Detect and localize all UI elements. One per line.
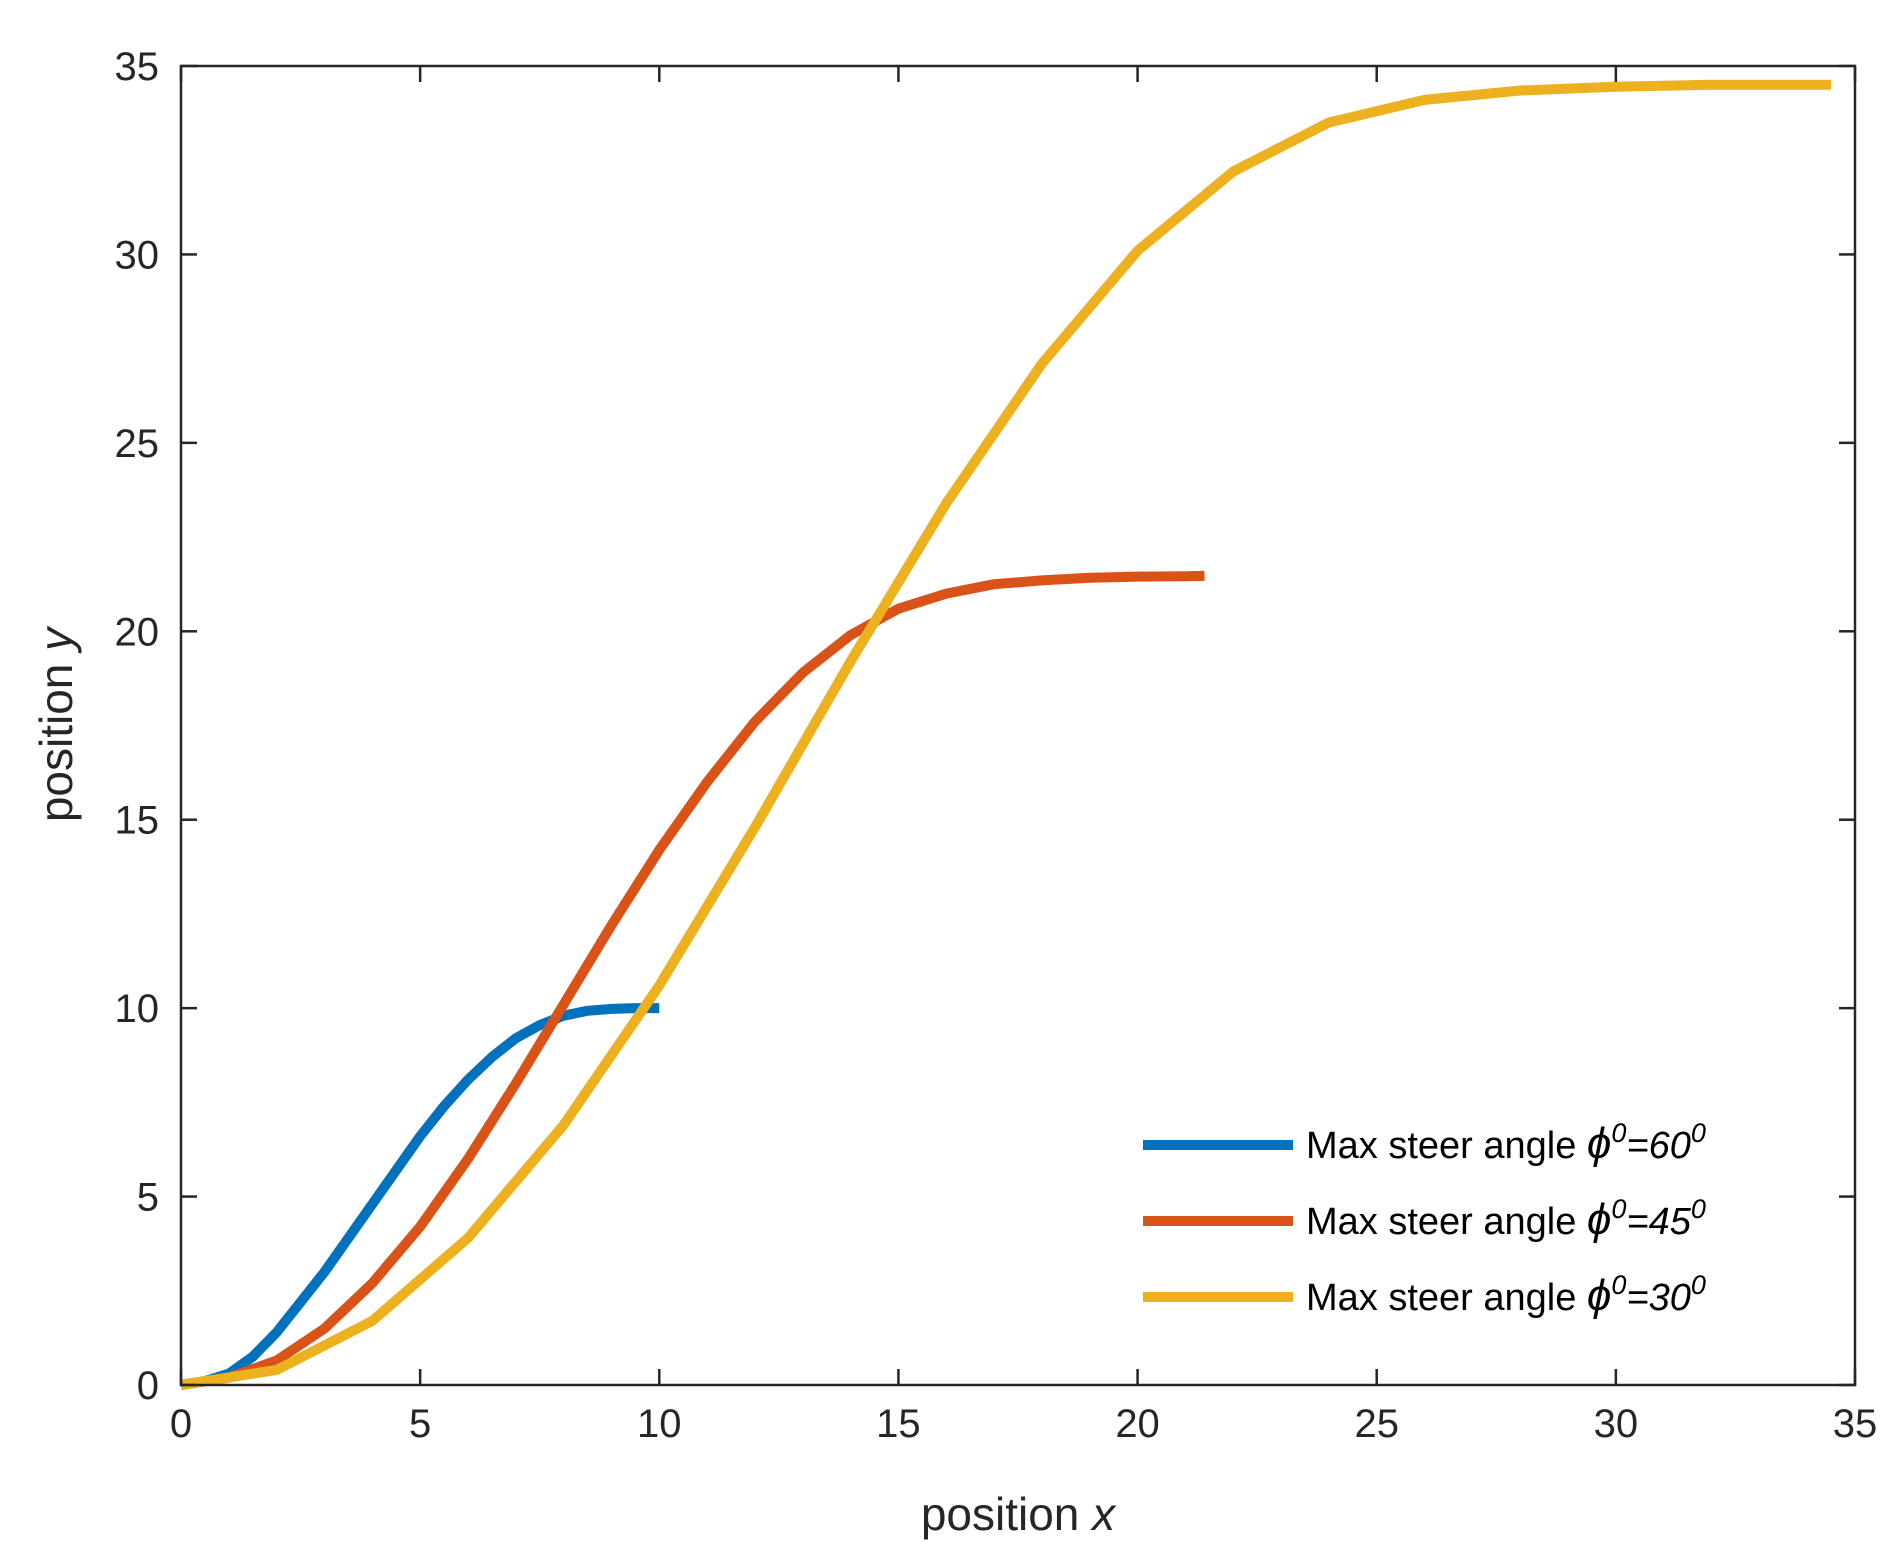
tick-layer: 0 5 10 15 20 25 30 35 0 5 10 15 20 25 30 35 — [115, 45, 1878, 1446]
legend-label: Max steer angle ϕ0=450 — [1306, 1194, 1706, 1244]
y-tick-label: 0 — [137, 1364, 159, 1408]
x-tick-label: 5 — [409, 1402, 431, 1446]
x-axis-label: position x — [921, 1488, 1117, 1540]
legend-label: Max steer angle ϕ0=600 — [1306, 1118, 1706, 1168]
x-tick-label: 15 — [876, 1402, 921, 1446]
axes-box — [179, 64, 1857, 1387]
legend-label-prefix: Max steer angle — [1306, 1201, 1587, 1243]
legend-label-value: =60 — [1626, 1125, 1690, 1167]
legend-label-sup1: 0 — [1611, 1270, 1626, 1300]
y-tick-label: 35 — [115, 45, 160, 89]
legend-label-sup1: 0 — [1611, 1118, 1626, 1148]
y-tick-label: 20 — [115, 610, 160, 654]
legend-label-sup1: 0 — [1611, 1194, 1626, 1224]
x-axis-label-text: position — [921, 1488, 1092, 1540]
series-line-45 — [180, 570, 1205, 1390]
legend-label-sup2: 0 — [1691, 1270, 1706, 1300]
legend-label-prefix: Max steer angle — [1306, 1277, 1587, 1319]
legend-label-symbol: ϕ — [1587, 1271, 1611, 1320]
legend-label-prefix: Max steer angle — [1306, 1125, 1587, 1167]
x-tick-label: 35 — [1833, 1402, 1878, 1446]
x-axis-label-var: x — [1090, 1488, 1117, 1540]
y-tick-label: 25 — [115, 422, 160, 466]
legend-label-value: =45 — [1626, 1201, 1691, 1243]
x-tick-label: 30 — [1594, 1402, 1639, 1446]
y-axis-label: position y — [30, 625, 82, 822]
legend-label-sup2: 0 — [1691, 1194, 1706, 1224]
y-tick-label: 5 — [137, 1176, 159, 1220]
y-axis-label-text: position — [30, 651, 82, 822]
x-tick-label: 10 — [637, 1402, 682, 1446]
series-line-60 — [180, 1003, 660, 1390]
x-tick-label: 20 — [1115, 1402, 1160, 1446]
y-tick-label: 15 — [115, 799, 160, 843]
legend-label: Max steer angle ϕ0=300 — [1306, 1270, 1706, 1320]
y-tick-label: 30 — [115, 233, 160, 277]
plot-area — [181, 66, 1855, 1385]
series-layer — [180, 79, 1832, 1390]
x-tick-label: 0 — [170, 1402, 192, 1446]
legend-label-sup2: 0 — [1691, 1118, 1706, 1148]
x-tick-label: 25 — [1354, 1402, 1399, 1446]
y-tick-label: 10 — [115, 987, 160, 1031]
legend-label-symbol: ϕ — [1587, 1119, 1611, 1168]
legend-label-symbol: ϕ — [1587, 1195, 1611, 1244]
y-axis-label-var: y — [30, 625, 82, 654]
legend-label-value: =30 — [1626, 1277, 1690, 1319]
series-line-30 — [180, 79, 1832, 1390]
